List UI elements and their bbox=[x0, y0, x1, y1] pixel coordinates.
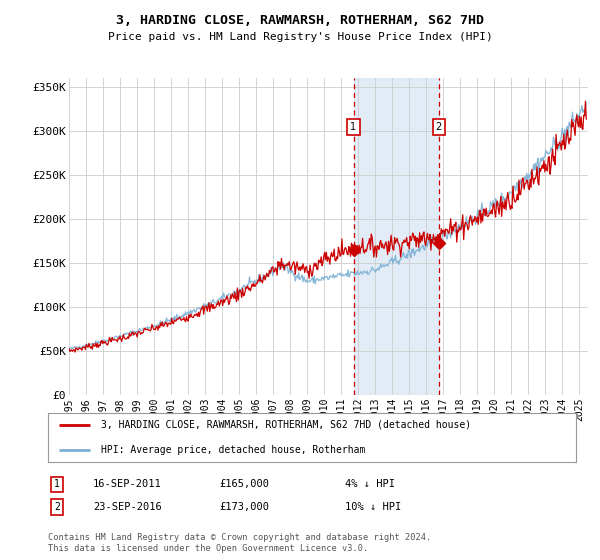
Text: £165,000: £165,000 bbox=[219, 479, 269, 489]
Text: 10% ↓ HPI: 10% ↓ HPI bbox=[345, 502, 401, 512]
Text: 3, HARDING CLOSE, RAWMARSH, ROTHERHAM, S62 7HD: 3, HARDING CLOSE, RAWMARSH, ROTHERHAM, S… bbox=[116, 14, 484, 27]
Text: 4% ↓ HPI: 4% ↓ HPI bbox=[345, 479, 395, 489]
Text: 2: 2 bbox=[436, 122, 442, 132]
Text: Contains HM Land Registry data © Crown copyright and database right 2024.
This d: Contains HM Land Registry data © Crown c… bbox=[48, 533, 431, 553]
Text: Price paid vs. HM Land Registry's House Price Index (HPI): Price paid vs. HM Land Registry's House … bbox=[107, 32, 493, 43]
Text: 2: 2 bbox=[54, 502, 60, 512]
Bar bbox=[353, 78, 439, 395]
Text: 23-SEP-2016: 23-SEP-2016 bbox=[93, 502, 162, 512]
Text: 3, HARDING CLOSE, RAWMARSH, ROTHERHAM, S62 7HD (detached house): 3, HARDING CLOSE, RAWMARSH, ROTHERHAM, S… bbox=[101, 419, 471, 430]
Text: £173,000: £173,000 bbox=[219, 502, 269, 512]
Text: HPI: Average price, detached house, Rotherham: HPI: Average price, detached house, Roth… bbox=[101, 445, 365, 455]
Text: 16-SEP-2011: 16-SEP-2011 bbox=[93, 479, 162, 489]
Text: 1: 1 bbox=[54, 479, 60, 489]
Text: 1: 1 bbox=[350, 122, 356, 132]
